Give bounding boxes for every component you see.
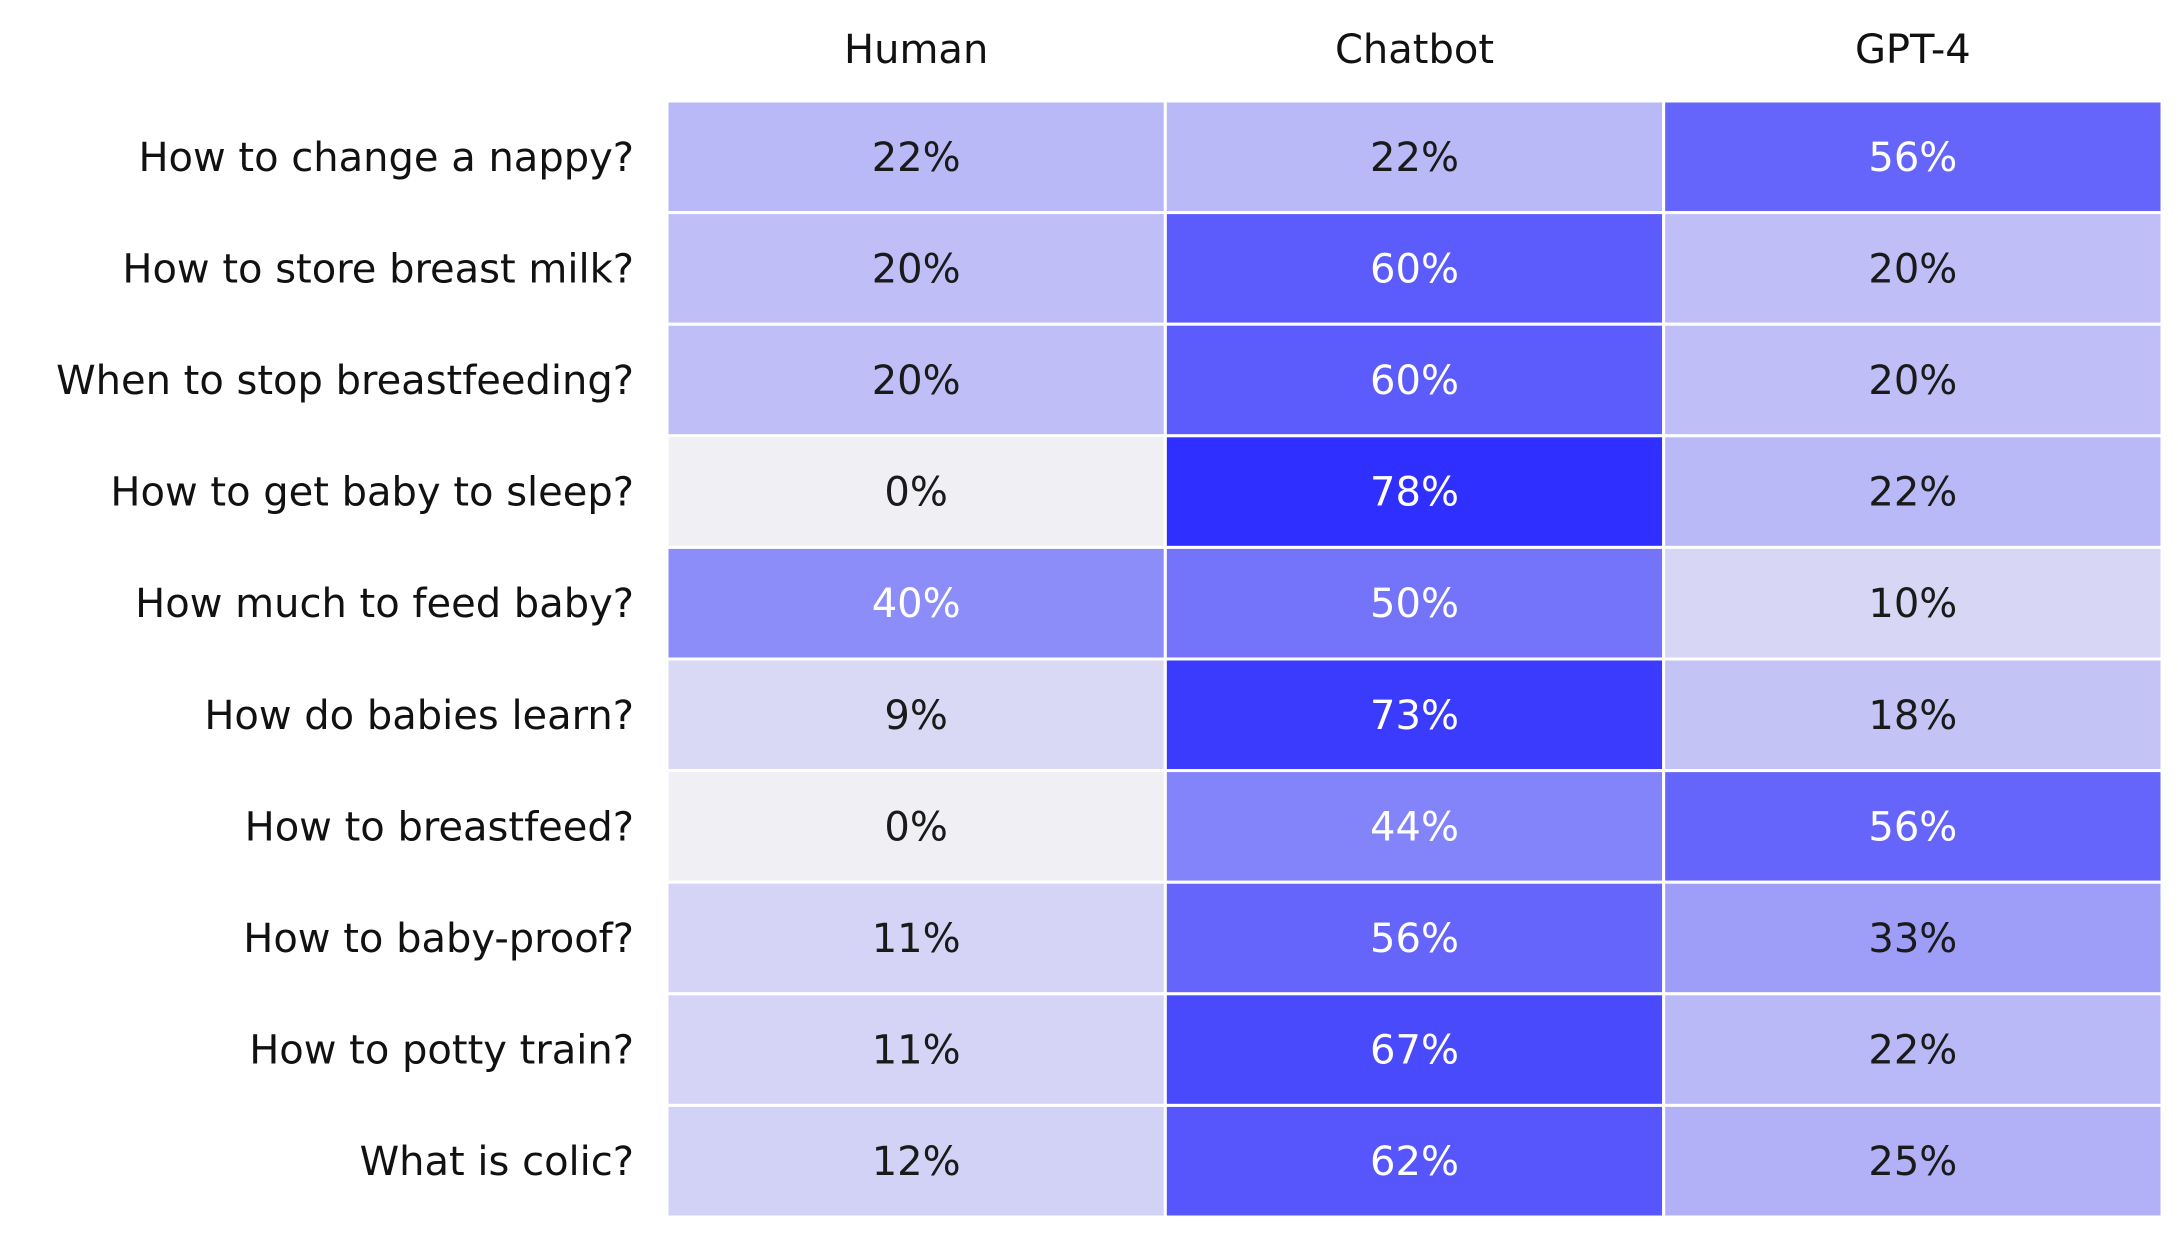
heatmap-cell <box>1163 99 1666 215</box>
heatmap-cell <box>665 657 1167 773</box>
heatmap-cell <box>665 1103 1167 1219</box>
heatmap-cell <box>665 880 1167 996</box>
heatmap-cell <box>1662 880 2164 996</box>
heatmap-cell <box>1163 657 1666 773</box>
cell-value-label: 33% <box>1868 916 1957 962</box>
row-label: How do babies learn? <box>204 693 634 739</box>
column-label-human: Human <box>844 27 988 73</box>
cell-value-label: 20% <box>872 246 961 292</box>
cell-value-label: 78% <box>1370 470 1459 516</box>
heatmap-cell <box>1662 99 2164 215</box>
cell-value-label: 12% <box>872 1139 961 1185</box>
cell-value-label: 0% <box>884 804 947 850</box>
heatmap-cell <box>1163 322 1666 438</box>
heatmap-cell <box>1163 545 1666 661</box>
cell-value-label: 20% <box>1868 358 1957 404</box>
heatmap-cell <box>1662 434 2164 549</box>
heatmap-cell <box>1662 211 2164 326</box>
cell-value-label: 10% <box>1868 581 1957 627</box>
cell-value-label: 50% <box>1370 581 1459 627</box>
cell-value-label: 18% <box>1868 693 1957 739</box>
heatmap-cell <box>665 434 1167 549</box>
row-labels: How to change a nappy? How to store breas… <box>56 135 634 1185</box>
heatmap-cell <box>1662 769 2164 884</box>
cell-value-label: 67% <box>1370 1028 1459 1074</box>
cell-value-label: 60% <box>1370 358 1459 404</box>
cell-value-label: 44% <box>1370 804 1459 850</box>
cell-value-label: 60% <box>1370 246 1459 292</box>
heatmap-cell <box>1662 1103 2164 1219</box>
row-label: How to potty train? <box>249 1028 634 1074</box>
heatmap-cell <box>1662 657 2164 773</box>
heatmap-cell <box>1163 1103 1666 1219</box>
cell-value-label: 56% <box>1868 804 1957 850</box>
row-label: How to change a nappy? <box>138 135 634 181</box>
cell-value-label: 22% <box>1868 1028 1957 1074</box>
cell-value-label: 20% <box>1868 246 1957 292</box>
row-label: What is colic? <box>360 1139 634 1185</box>
column-labels: Human Chatbot GPT-4 <box>844 27 1971 73</box>
cell-value-label: 25% <box>1868 1139 1957 1185</box>
row-label: How to get baby to sleep? <box>110 470 634 516</box>
column-label-chatbot: Chatbot <box>1335 27 1494 73</box>
cell-value-label: 40% <box>872 581 961 627</box>
row-label: How to store breast milk? <box>122 246 634 292</box>
heatmap-cell <box>665 99 1167 215</box>
cell-value-label: 56% <box>1868 135 1957 181</box>
cell-value-label: 11% <box>872 916 961 962</box>
cell-value-label: 62% <box>1370 1139 1459 1185</box>
row-label: How to breastfeed? <box>245 804 634 850</box>
cell-value-label: 22% <box>1370 135 1459 181</box>
cell-value-label: 22% <box>872 135 961 181</box>
row-label: When to stop breastfeeding? <box>56 358 634 404</box>
heatmap-cell <box>665 992 1167 1107</box>
heatmap-cell <box>1163 880 1666 996</box>
cell-value-label: 0% <box>884 470 947 516</box>
heatmap-cells: 22% 22% 56% 20% 60% 20% 20% 60% 20% 0% 78% 22% 40% 50… <box>665 99 2164 1219</box>
row-label: How much to feed baby? <box>135 581 634 627</box>
heatmap-cell <box>665 769 1167 884</box>
cell-value-label: 11% <box>872 1028 961 1074</box>
cell-value-label: 73% <box>1370 693 1459 739</box>
row-label: How to baby-proof? <box>243 916 634 962</box>
cell-value-label: 22% <box>1868 470 1957 516</box>
cell-value-label: 56% <box>1370 916 1459 962</box>
heatmap-cell <box>1662 992 2164 1107</box>
heatmap-cell <box>1163 769 1666 884</box>
cell-value-label: 20% <box>872 358 961 404</box>
cell-value-label: 9% <box>884 693 947 739</box>
column-label-gpt-4: GPT-4 <box>1855 27 1971 73</box>
